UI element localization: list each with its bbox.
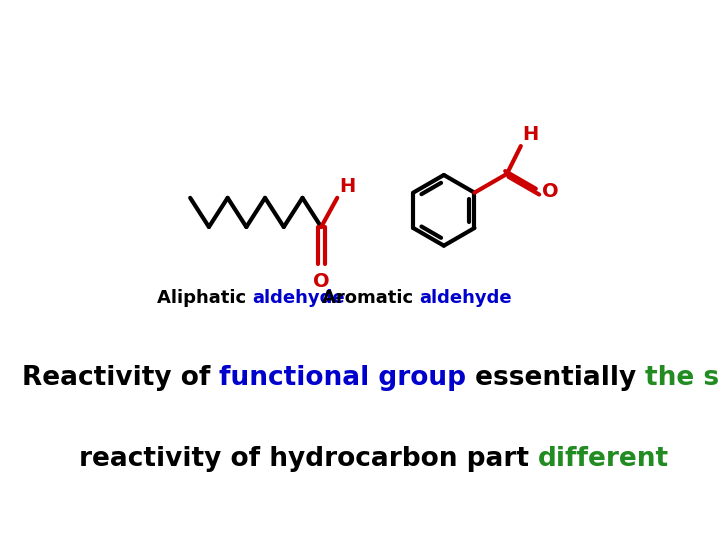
Text: H: H bbox=[339, 177, 356, 195]
Text: aldehyde: aldehyde bbox=[253, 289, 345, 307]
Text: Aromatic: Aromatic bbox=[322, 289, 419, 307]
Text: different: different bbox=[539, 446, 670, 472]
Text: Reactivity of: Reactivity of bbox=[22, 365, 219, 391]
Text: O: O bbox=[541, 182, 558, 201]
Text: functional group: functional group bbox=[219, 365, 466, 391]
Text: O: O bbox=[313, 272, 330, 291]
Text: essentially: essentially bbox=[466, 365, 645, 391]
Text: the same,: the same, bbox=[645, 365, 720, 391]
Text: reactivity of hydrocarbon part: reactivity of hydrocarbon part bbox=[79, 446, 539, 472]
Text: H: H bbox=[523, 125, 539, 144]
Text: Aliphatic: Aliphatic bbox=[157, 289, 253, 307]
Text: aldehyde: aldehyde bbox=[419, 289, 511, 307]
